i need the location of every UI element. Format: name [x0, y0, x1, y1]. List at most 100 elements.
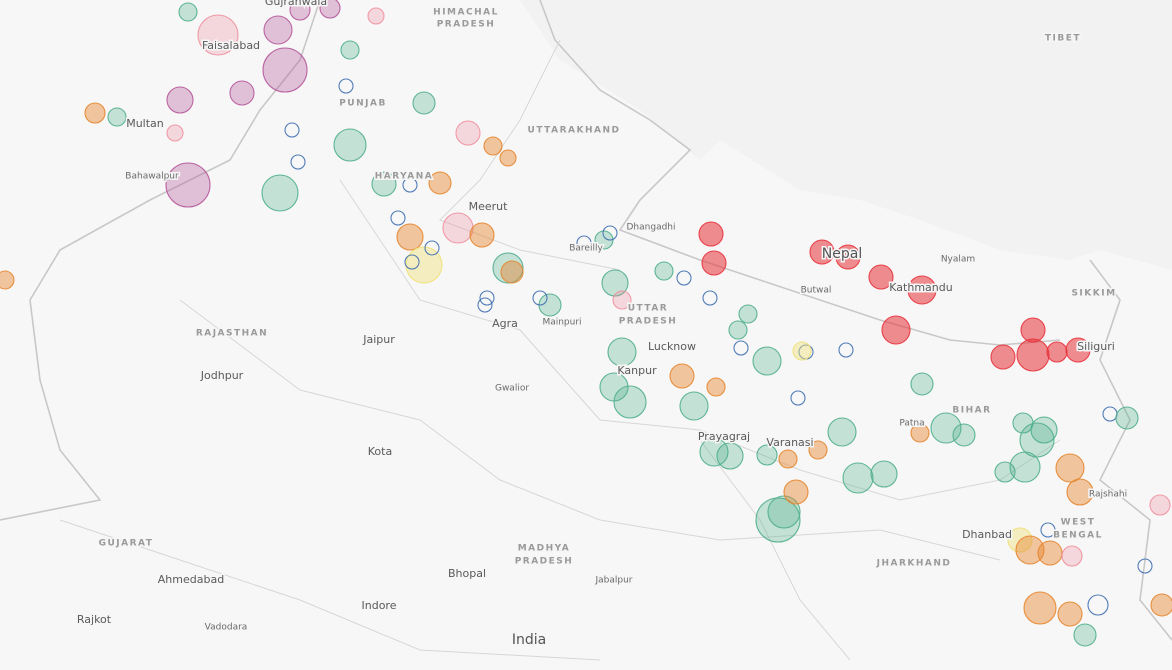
border-state — [339, 179, 1061, 501]
marker — [1150, 593, 1172, 617]
place-label: Lucknow — [648, 340, 696, 353]
marker — [910, 423, 930, 443]
marker — [1066, 478, 1094, 506]
marker — [706, 377, 726, 397]
place-label: Jabalpur — [594, 576, 632, 586]
marker — [263, 15, 293, 45]
marker — [499, 149, 517, 167]
place-label: HIMACHAL — [433, 8, 499, 18]
border-nepal — [539, 0, 1061, 346]
border-state — [439, 39, 621, 271]
marker — [607, 337, 637, 367]
markers — [0, 0, 1172, 647]
place-label: Faisalabad — [202, 39, 260, 52]
marker — [1016, 338, 1050, 372]
labels: Faisalabad Gujranwala HIMACHAL PRADESH TIBET… — [75, 0, 1128, 650]
place-label: Bahawalpur — [125, 172, 179, 182]
marker — [654, 261, 674, 281]
marker — [229, 80, 255, 106]
place-label: PUNJAB — [339, 99, 387, 109]
marker — [428, 171, 452, 195]
marker — [1040, 522, 1056, 538]
marker — [602, 225, 618, 241]
marker — [455, 120, 481, 146]
place-label: Bhopal — [448, 567, 486, 580]
place-label: Gwalior — [495, 384, 529, 394]
place-label: Prayagraj — [698, 430, 750, 443]
marker — [733, 340, 749, 356]
marker — [910, 372, 934, 396]
place-label: Multan — [126, 117, 164, 130]
marker — [1061, 545, 1083, 567]
place-label: TIBET — [1045, 34, 1081, 44]
place-label: Rajshahi — [1089, 490, 1127, 500]
marker — [827, 417, 857, 447]
place-label: Dhangadhi — [627, 223, 676, 233]
marker — [792, 341, 812, 361]
place-label: Patna — [899, 419, 924, 429]
marker — [402, 177, 418, 193]
marker — [166, 86, 194, 114]
marker — [778, 449, 798, 469]
place-label: UTTARAKHAND — [528, 126, 621, 136]
marker — [809, 239, 835, 265]
marker — [676, 270, 692, 286]
marker — [1015, 535, 1045, 565]
place-label: UTTAR — [628, 304, 669, 314]
marker — [990, 344, 1016, 370]
marker — [868, 264, 894, 290]
border-state — [179, 299, 1001, 561]
marker — [532, 290, 548, 306]
marker — [262, 47, 308, 93]
marker — [319, 0, 341, 19]
marker — [469, 222, 495, 248]
place-label: Mainpuri — [542, 318, 581, 328]
marker — [601, 269, 629, 297]
place-label: Varanasi — [766, 436, 813, 449]
marker — [442, 212, 474, 244]
place-label: Vadodara — [205, 623, 248, 633]
marker — [728, 320, 748, 340]
marker — [197, 14, 239, 56]
marker — [1055, 453, 1085, 483]
marker — [669, 363, 695, 389]
border-state — [699, 439, 851, 661]
place-label: Agra — [492, 317, 518, 330]
place-label: Jodhpur — [200, 369, 244, 382]
marker — [404, 254, 420, 270]
marker — [1073, 623, 1097, 647]
marker — [838, 342, 854, 358]
marker — [1030, 416, 1058, 444]
marker — [1037, 540, 1063, 566]
marker — [390, 210, 406, 226]
marker — [594, 230, 614, 250]
place-label: PRADESH — [515, 557, 574, 567]
marker — [396, 223, 424, 251]
marker — [500, 260, 524, 284]
marker — [752, 346, 782, 376]
marker — [576, 235, 592, 251]
marker — [477, 297, 493, 313]
marker — [166, 124, 184, 142]
marker — [790, 390, 806, 406]
place-label: Jaipur — [362, 333, 395, 346]
place-label: Kanpur — [617, 364, 657, 377]
marker — [1057, 601, 1083, 627]
marker — [701, 250, 727, 276]
marker — [165, 162, 211, 208]
marker — [783, 479, 809, 505]
place-label: Dhanbad — [962, 528, 1012, 541]
marker — [716, 442, 744, 470]
marker — [952, 423, 976, 447]
place-label: Nyalam — [941, 255, 975, 265]
marker — [371, 171, 397, 197]
marker — [767, 495, 801, 529]
marker — [1023, 591, 1057, 625]
marker — [367, 7, 385, 25]
marker — [412, 91, 436, 115]
marker — [84, 102, 106, 124]
marker — [107, 107, 127, 127]
place-label: GUJARAT — [99, 539, 154, 549]
marker — [699, 437, 729, 467]
